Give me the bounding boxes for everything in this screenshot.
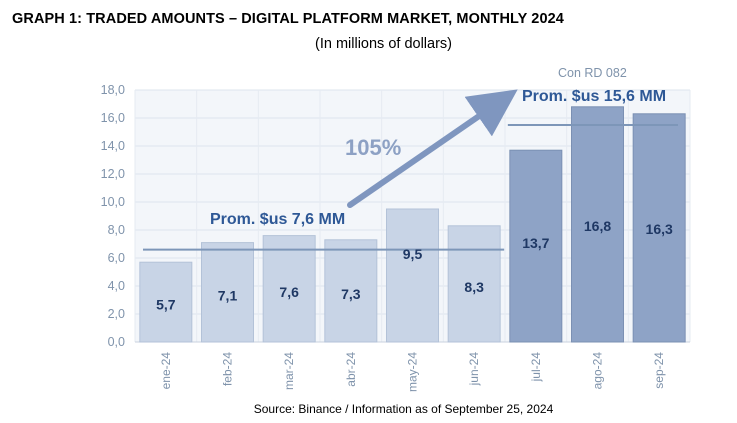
growth-label: 105% — [345, 135, 401, 160]
bar-sep-24 — [632, 113, 686, 343]
chart-subtitle: (In millions of dollars) — [315, 36, 452, 52]
x-tick-label: sep-24 — [652, 352, 666, 389]
average-label-1: Prom. $us 7,6 MM — [210, 211, 345, 228]
bar-may-24 — [386, 208, 439, 343]
bar-mar-24 — [262, 235, 316, 343]
bar-jul-24 — [509, 149, 563, 343]
data-label: 7,1 — [218, 287, 238, 303]
y-tick-label: 8,0 — [108, 223, 125, 237]
data-label: 16,8 — [584, 218, 611, 234]
y-tick-label: 2,0 — [108, 307, 125, 321]
x-tick-label: feb-24 — [221, 352, 235, 386]
y-tick-label: 16,0 — [101, 111, 125, 125]
regime-note: Con RD 082 — [558, 66, 627, 80]
x-tick-label: may-24 — [406, 352, 420, 392]
data-label: 13,7 — [522, 235, 549, 251]
bar-ago-24 — [571, 106, 624, 343]
x-tick-label: jul-24 — [529, 352, 543, 383]
x-tick-label: ene-24 — [159, 352, 173, 390]
data-label: 5,7 — [156, 297, 176, 313]
bar-jun-24 — [447, 225, 501, 343]
chart-title: GRAPH 1: TRADED AMOUNTS – DIGITAL PLATFO… — [12, 11, 564, 27]
y-tick-label: 4,0 — [108, 279, 125, 293]
data-label: 8,3 — [464, 279, 484, 295]
x-tick-label: mar-24 — [282, 352, 296, 390]
y-tick-label: 6,0 — [108, 251, 125, 265]
y-tick-label: 10,0 — [101, 195, 125, 209]
chart-source: Source: Binance / Information as of Sept… — [253, 402, 554, 416]
y-tick-label: 12,0 — [101, 167, 125, 181]
data-label: 9,5 — [403, 246, 423, 262]
average-label-2: Prom. $us 15,6 MM — [522, 88, 666, 105]
x-tick-label: jun-24 — [467, 352, 481, 387]
x-tick-label: ago-24 — [591, 352, 605, 390]
y-tick-label: 18,0 — [101, 83, 125, 97]
growth-arrow — [347, 89, 518, 208]
y-tick-label: 14,0 — [101, 139, 125, 153]
bar-feb-24 — [201, 242, 254, 343]
y-tick-label: 0,0 — [108, 335, 125, 349]
bar-abr-24 — [324, 239, 378, 343]
data-label: 7,6 — [279, 284, 299, 300]
bar-ene-24 — [139, 261, 193, 343]
data-label: 16,3 — [646, 221, 673, 237]
x-tick-label: abr-24 — [344, 352, 358, 387]
data-label: 7,3 — [341, 286, 361, 302]
